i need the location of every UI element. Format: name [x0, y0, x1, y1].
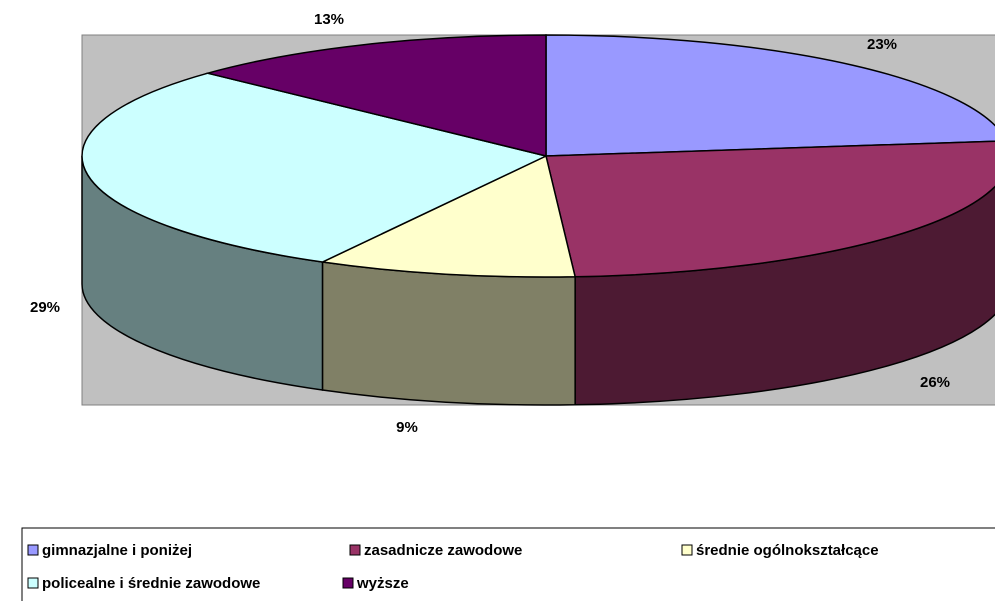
data-label: 26%: [920, 374, 950, 391]
slice: [81, 72, 549, 263]
legend-label: policealne i średnie zawodowe: [42, 575, 260, 592]
legend-swatch: [27, 544, 39, 556]
legend-label: średnie ogólnokształcące: [696, 542, 879, 559]
legend-swatch: [342, 577, 354, 589]
slice-side: [321, 261, 576, 406]
legend-label: wyższe: [356, 575, 409, 592]
slice: [545, 140, 995, 278]
slice: [204, 34, 547, 157]
slice: [319, 154, 577, 278]
data-label: 23%: [867, 36, 897, 53]
legend-label: gimnazjalne i poniżej: [42, 542, 192, 559]
legend-swatch: [27, 577, 39, 589]
legend-swatch: [349, 544, 361, 556]
legend-swatch: [681, 544, 693, 556]
legend-label: zasadnicze zawodowe: [364, 542, 522, 559]
data-label: 29%: [30, 299, 60, 316]
legend-box: [21, 527, 995, 601]
data-label: 13%: [314, 11, 344, 28]
data-label: 9%: [396, 419, 418, 436]
slice: [545, 34, 995, 157]
